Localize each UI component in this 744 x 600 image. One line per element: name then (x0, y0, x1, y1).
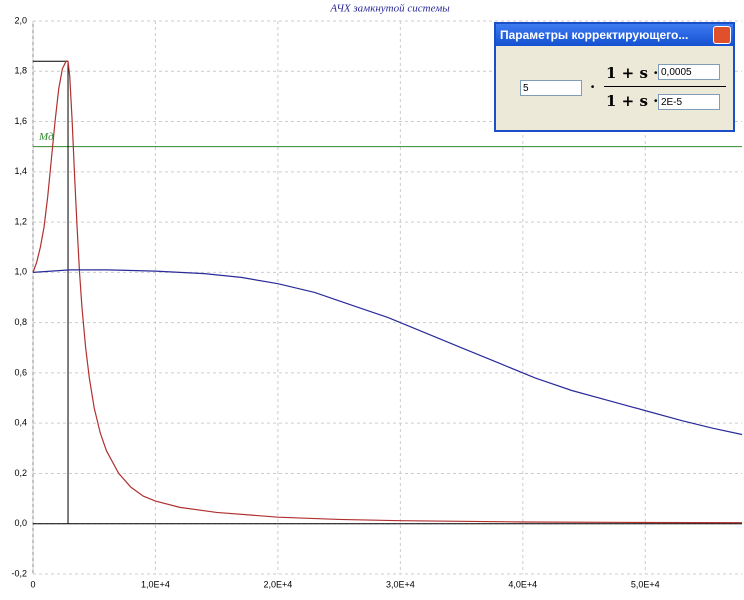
y-tick-label: 2,0 (14, 15, 27, 25)
x-tick-label: 5,0E+4 (631, 579, 660, 589)
x-tick-label: 4,0E+4 (508, 579, 537, 589)
close-button[interactable] (713, 26, 731, 44)
chart-title: АЧХ замкнутой системы (329, 3, 450, 15)
y-tick-label: 0,4 (14, 418, 27, 428)
denominator-input[interactable]: 2E-5 (658, 94, 720, 110)
x-tick-label: 1,0E+4 (141, 579, 170, 589)
y-tick-label: 1,4 (14, 166, 27, 176)
gain-input[interactable]: 5 (520, 80, 582, 96)
dialog: Параметры корректирующего... 5 · 1 + s ·… (494, 22, 735, 132)
y-tick-label: 0,8 (14, 317, 27, 327)
y-tick-label: -0,2 (11, 568, 27, 578)
dialog-title: Параметры корректирующего... (496, 24, 733, 46)
md-label: Мд (38, 131, 54, 143)
numerator-input[interactable]: 0,0005 (658, 64, 720, 80)
series-line (32, 60, 743, 524)
x-tick-label: 0 (30, 579, 35, 589)
series-line (32, 269, 743, 436)
numerator-text: 1 + s · (606, 64, 659, 82)
y-tick-label: 1,0 (14, 267, 27, 277)
y-tick-label: 1,8 (14, 66, 27, 76)
y-tick-label: 0,6 (14, 367, 27, 377)
dialog-title-text: Параметры корректирующего... (500, 28, 689, 42)
x-tick-label: 3,0E+4 (386, 579, 415, 589)
y-tick-label: 1,2 (14, 216, 27, 226)
y-tick-label: 1,6 (14, 116, 27, 126)
y-tick-label: 0,2 (14, 468, 27, 478)
x-tick-label: 2,0E+4 (264, 579, 293, 589)
y-tick-label: 0,0 (14, 518, 27, 528)
fraction-bar (604, 86, 726, 87)
operator: · (590, 78, 596, 96)
denominator-text: 1 + s · (606, 92, 659, 110)
